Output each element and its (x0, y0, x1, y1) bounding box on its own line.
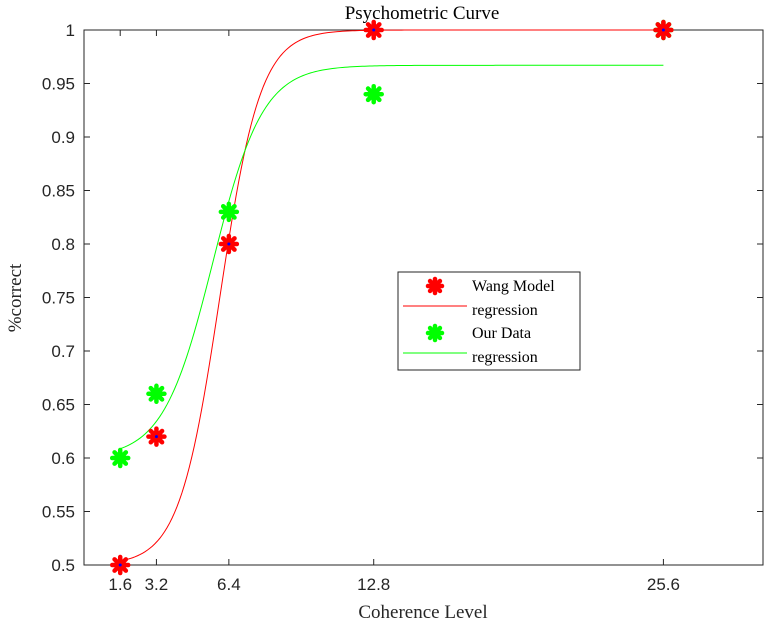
our-data-point (109, 447, 131, 469)
wang-model-point-center (154, 435, 158, 439)
x-tick-label: 3.2 (145, 575, 169, 594)
our-data-point (363, 83, 384, 105)
y-tick-label: 0.8 (51, 235, 75, 254)
legend-box (397, 271, 581, 371)
legend-label: Our Data (472, 325, 531, 342)
regression-line-3 (120, 64, 664, 450)
legend: Wang Model regression Our Data regression (397, 271, 581, 371)
y-tick-label: 1 (66, 21, 75, 40)
x-tick-label: 6.4 (217, 575, 241, 594)
y-tick-label: 0.55 (42, 503, 75, 522)
y-tick-label: 0.9 (51, 128, 75, 147)
regression-line-1 (120, 29, 664, 562)
y-axis-title: %correct (5, 263, 26, 332)
x-tick-label: 25.6 (647, 575, 680, 594)
legend-marker (425, 276, 445, 296)
x-tick-label: 12.8 (357, 575, 390, 594)
legend-label: regression (472, 302, 538, 319)
y-tick-label: 0.85 (42, 182, 75, 201)
legend-label: regression (472, 349, 538, 366)
x-axis-title: Coherence Level (358, 602, 487, 623)
y-axis-ticks: 0.5 0.55 0.6 0.65 0.7 0.75 0.8 0.85 0.9 0.95 1 (42, 21, 763, 575)
wang-model-point-center (661, 28, 665, 32)
wang-model-point-center (372, 28, 376, 32)
y-tick-label: 0.7 (51, 342, 75, 361)
y-tick-label: 0.6 (51, 449, 75, 468)
x-axis-ticks: 1.6 3.2 6.4 12.8 25.6 (108, 30, 680, 594)
chart-title: Psychometric Curve (345, 3, 500, 24)
y-tick-label: 0.75 (42, 289, 75, 308)
wang-model-point-center (227, 242, 231, 246)
legend-label: Wang Model (472, 278, 555, 295)
our-data-point (146, 383, 167, 405)
y-tick-label: 0.65 (42, 396, 75, 415)
y-tick-label: 0.95 (42, 75, 75, 94)
wang-model-point-center (118, 563, 122, 567)
x-tick-label: 1.6 (108, 575, 132, 594)
our-data-point (218, 201, 240, 223)
legend-marker (425, 323, 445, 343)
series-layer (109, 19, 674, 576)
y-tick-label: 0.5 (51, 556, 75, 575)
